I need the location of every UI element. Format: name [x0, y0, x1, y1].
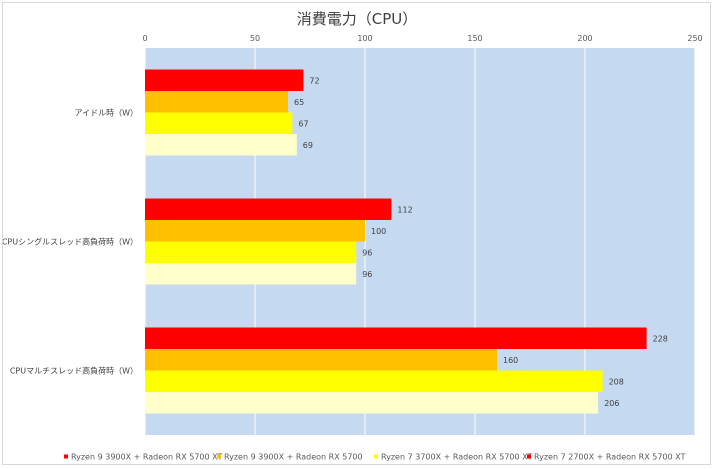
bar — [145, 327, 647, 349]
category-labels: アイドル時（W） CPUシングルスレッド高負荷時（W） CPUマルチスレッド高負荷時… — [3, 109, 138, 376]
data-labels: 72 65 67 69 112 100 96 96 228 160 208 206 — [294, 76, 668, 408]
category-label: CPUシングルスレッド高負荷時（W） — [3, 237, 138, 247]
bar — [145, 112, 293, 134]
bars — [145, 69, 647, 414]
legend-marker — [527, 454, 531, 459]
consumption-chart: 消費電力（CPU） 0 50 100 150 200 250 72 65 67 69 112 100… — [3, 10, 703, 462]
data-label: 96 — [362, 270, 372, 279]
x-tick-label: 0 — [142, 34, 147, 43]
data-label: 72 — [309, 76, 319, 85]
x-tick-label: 50 — [250, 34, 260, 43]
category-label: CPUマルチスレッド高負荷時（W） — [10, 366, 138, 376]
legend-label: Ryzen 9 3900X + Radeon RX 5700 XT — [71, 453, 222, 462]
bar — [145, 349, 497, 371]
bar — [145, 370, 603, 392]
chart-title: 消費電力（CPU） — [297, 10, 418, 28]
x-axis-ticks: 0 50 100 150 200 250 — [142, 34, 702, 43]
data-label: 65 — [294, 98, 304, 107]
data-label: 228 — [653, 334, 668, 343]
bar — [145, 392, 599, 414]
data-label: 100 — [371, 227, 386, 236]
data-label: 208 — [609, 377, 624, 386]
data-label: 67 — [298, 119, 308, 128]
bar — [145, 91, 288, 113]
data-label: 112 — [397, 205, 412, 214]
bar — [145, 134, 297, 156]
legend: Ryzen 9 3900X + Radeon RX 5700 XT Ryzen 9… — [64, 453, 685, 462]
legend-label: Ryzen 7 3700X + Radeon RX 5700 XT — [381, 453, 532, 462]
chart-frame: 消費電力（CPU） 0 50 100 150 200 250 72 65 67 69 112 100… — [2, 2, 711, 465]
data-label: 206 — [604, 399, 619, 408]
legend-marker — [64, 454, 68, 459]
data-label: 69 — [303, 141, 313, 150]
bar — [145, 198, 392, 220]
legend-marker — [374, 454, 378, 459]
x-tick-label: 150 — [467, 34, 482, 43]
x-tick-label: 200 — [577, 34, 592, 43]
legend-label: Ryzen 9 3900X + Radeon RX 5700 — [224, 453, 363, 462]
data-label: 160 — [503, 356, 518, 365]
legend-marker — [217, 454, 221, 459]
x-tick-label: 100 — [357, 34, 372, 43]
legend-label: Ryzen 7 2700X + Radeon RX 5700 XT — [534, 453, 685, 462]
bar — [145, 69, 304, 91]
category-label: アイドル時（W） — [74, 109, 138, 118]
data-label: 96 — [362, 248, 372, 257]
x-tick-label: 250 — [687, 34, 702, 43]
bar — [145, 220, 365, 242]
bar — [145, 241, 357, 263]
bar — [145, 263, 357, 285]
